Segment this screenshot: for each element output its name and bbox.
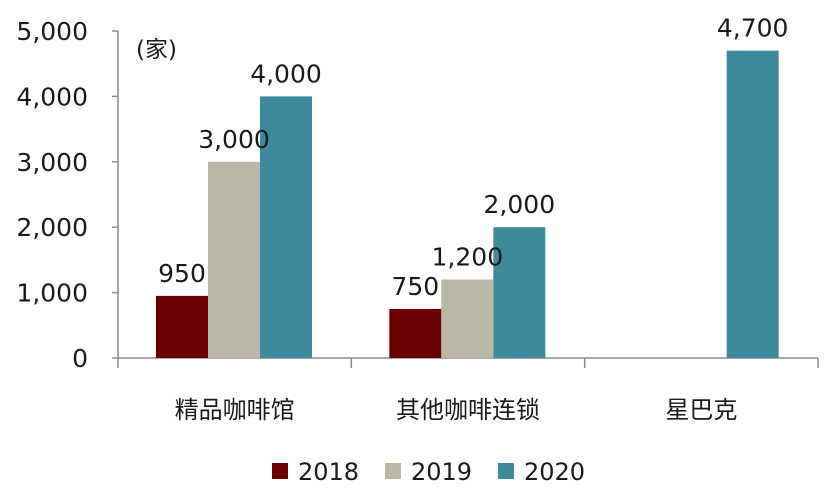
bar-2018-1 bbox=[156, 295, 208, 358]
data-label: 4,000 bbox=[250, 59, 322, 88]
legend-swatch-2019 bbox=[385, 463, 401, 479]
bar-2019-2 bbox=[441, 279, 494, 358]
bar-2019-1 bbox=[208, 161, 260, 358]
y-tick-labels: 0 1,000 2,000 3,000 4,000 5,000 bbox=[16, 17, 88, 373]
legend-swatch-2020 bbox=[498, 463, 514, 479]
data-label: 950 bbox=[158, 259, 206, 288]
legend-label-2019: 2019 bbox=[411, 458, 472, 486]
y-tick-label: 4,000 bbox=[16, 82, 88, 111]
bar-2018-2 bbox=[389, 308, 442, 358]
data-label: 2,000 bbox=[484, 190, 556, 219]
y-tick-label: 0 bbox=[72, 344, 88, 373]
category-labels: 精品咖啡馆 其他咖啡连锁 星巴克 bbox=[175, 396, 738, 424]
unit-label: (家) bbox=[136, 37, 177, 63]
y-tick-label: 2,000 bbox=[16, 213, 88, 242]
legend: 2018 2019 2020 bbox=[272, 458, 585, 486]
category-label: 精品咖啡馆 bbox=[175, 396, 295, 424]
bars bbox=[156, 50, 779, 359]
data-label: 4,700 bbox=[717, 14, 789, 43]
data-label: 750 bbox=[391, 272, 439, 301]
bar-2020-1 bbox=[260, 96, 312, 359]
legend-label-2018: 2018 bbox=[298, 458, 359, 486]
data-label: 1,200 bbox=[432, 243, 504, 272]
y-tick-label: 1,000 bbox=[16, 279, 88, 308]
category-label: 其他咖啡连锁 bbox=[396, 396, 540, 424]
category-label: 星巴克 bbox=[665, 396, 737, 424]
bar-2020-2 bbox=[493, 227, 546, 358]
legend-swatch-2018 bbox=[272, 463, 288, 479]
bar-2020-3 bbox=[726, 50, 779, 359]
y-tick-label: 3,000 bbox=[16, 148, 88, 177]
data-label: 3,000 bbox=[198, 125, 270, 154]
y-tick-label: 5,000 bbox=[16, 17, 88, 46]
legend-label-2020: 2020 bbox=[524, 458, 585, 486]
